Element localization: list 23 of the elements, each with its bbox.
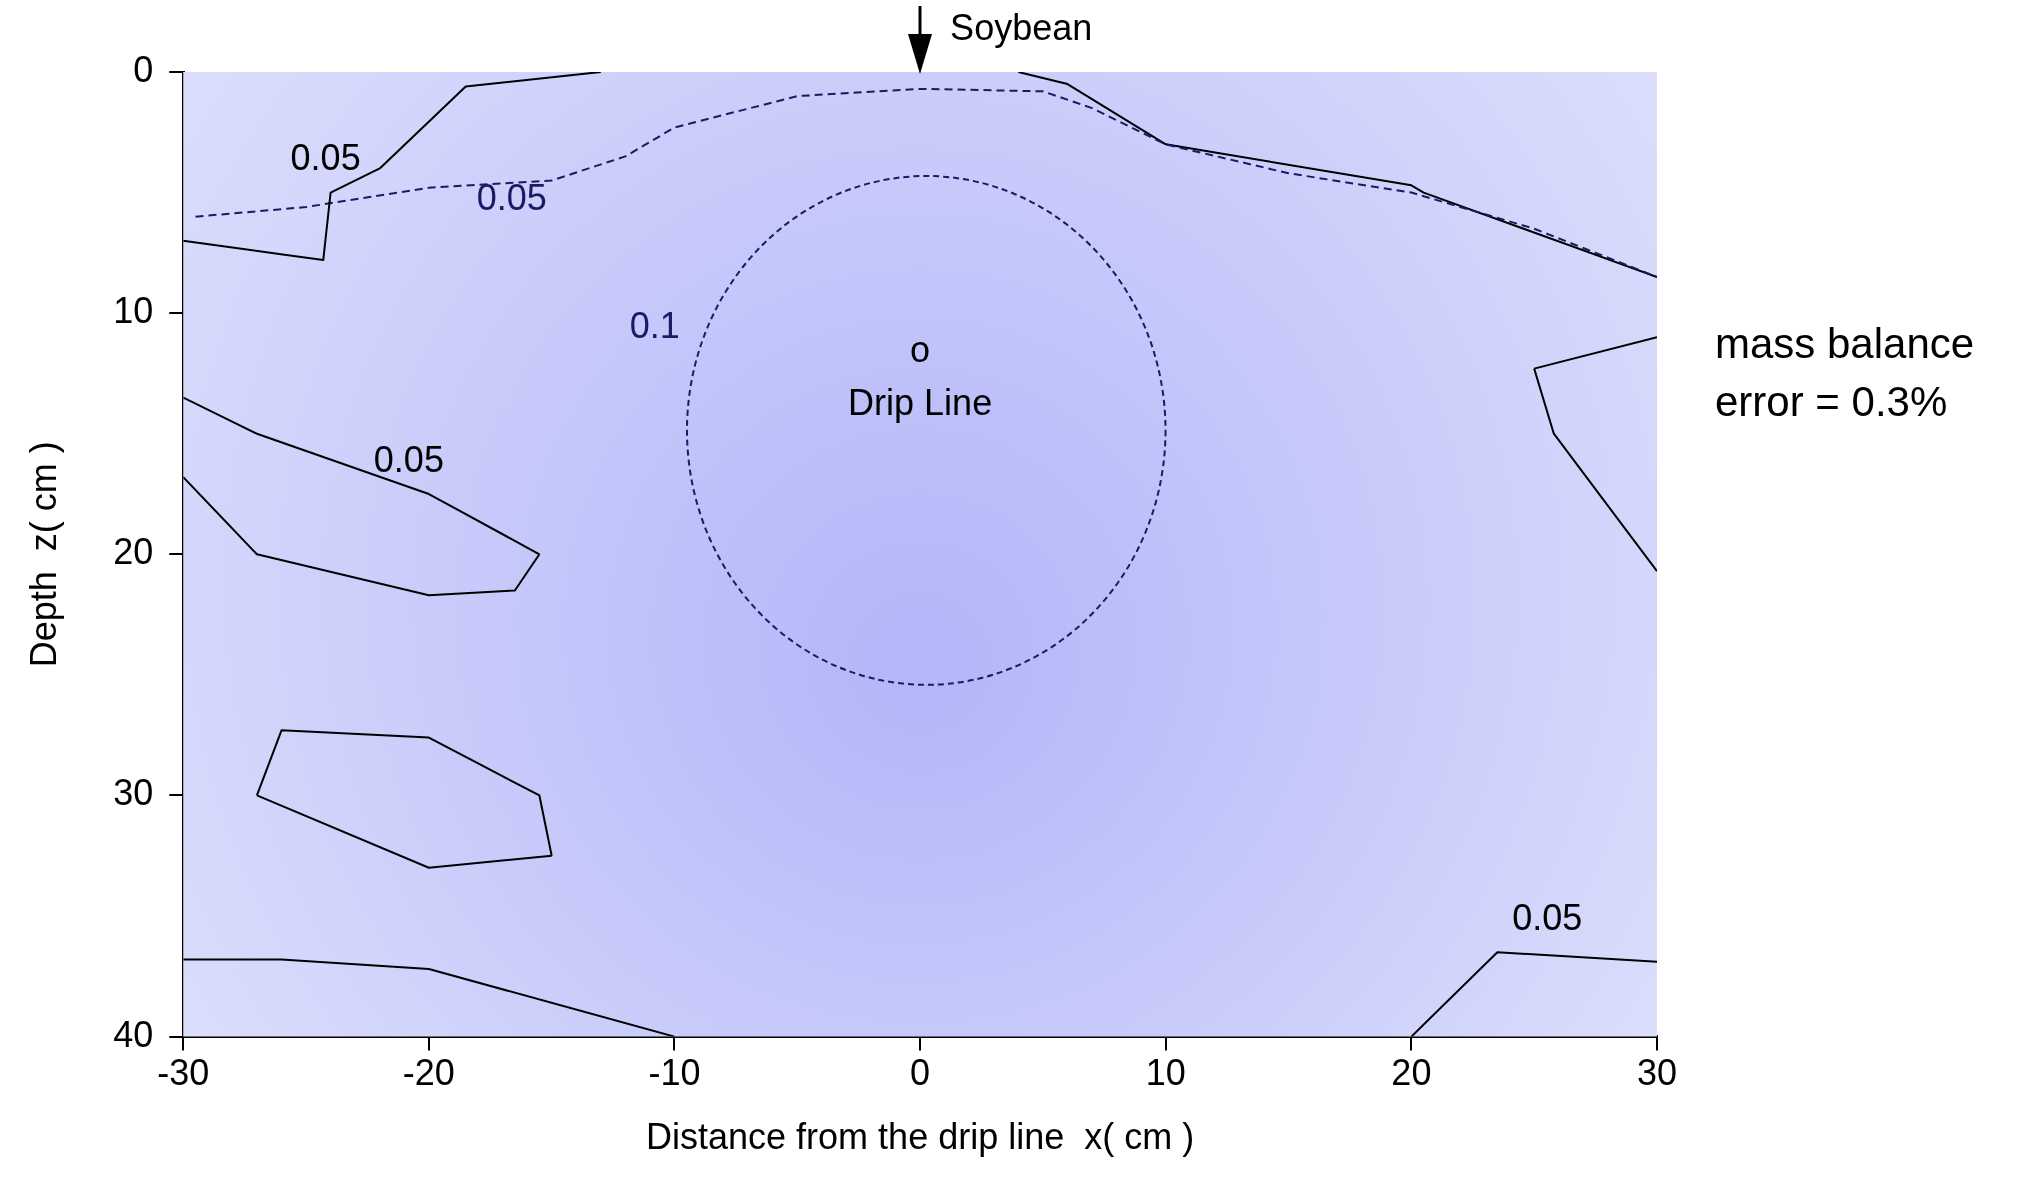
x-tick-label: 0: [910, 1052, 931, 1094]
x-tick-label: 30: [1636, 1052, 1678, 1094]
series-label: 0.05: [373, 438, 444, 480]
text: mass balance error = 0.3%: [1715, 319, 1976, 427]
annotation: 0.1: [629, 304, 680, 346]
series-label: 0.05: [1512, 897, 1583, 939]
x-axis-title: Distance from the drip line x( cm ): [646, 1116, 1195, 1158]
x-tick-label: 10: [1145, 1052, 1186, 1094]
y-axis-title: Depth z( cm ): [22, 441, 64, 668]
annotation: Drip Line: [848, 381, 993, 423]
y-tick-label: 20: [113, 531, 154, 573]
x-tick-label: -10: [648, 1052, 701, 1094]
text: Soybean: [950, 6, 1093, 48]
series-label: 0.05: [476, 177, 547, 219]
y-tick-label: 40: [113, 1013, 154, 1055]
x-tick-label: -20: [402, 1052, 455, 1094]
x-tick-label: 20: [1391, 1052, 1432, 1094]
y-tick-label: 0: [133, 48, 154, 90]
y-tick-label: 30: [113, 772, 154, 814]
series-label: 0.05: [290, 137, 361, 179]
annotation: o: [910, 328, 931, 370]
x-tick-label: -30: [157, 1052, 210, 1094]
y-tick-label: 10: [113, 290, 154, 332]
